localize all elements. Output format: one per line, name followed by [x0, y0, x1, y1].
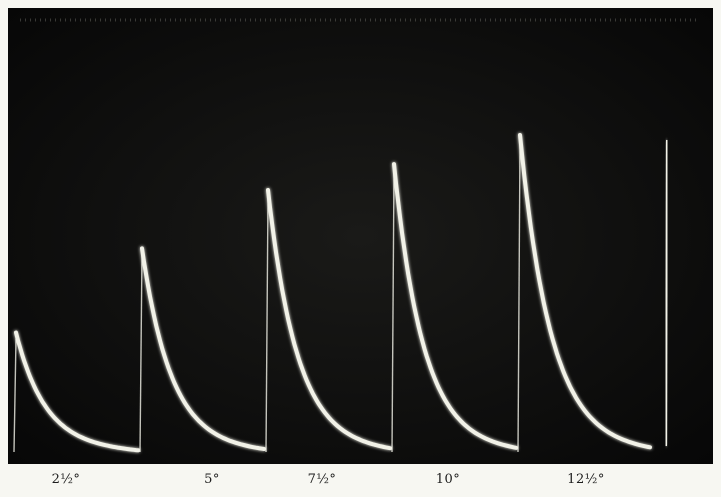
trace-rise-1 — [13, 338, 17, 453]
trace-decay-5 — [518, 133, 652, 450]
trace-group — [13, 133, 668, 453]
trace-rise-3 — [265, 196, 269, 453]
trace-decay-2 — [140, 246, 266, 451]
plate-background — [8, 8, 713, 464]
final-vertical-line — [665, 139, 668, 447]
caption-2: 5° — [204, 472, 220, 487]
trace-decay-4 — [392, 162, 518, 450]
trace-rise-2 — [139, 254, 143, 453]
trace-decay-3 — [266, 188, 392, 451]
trace-decay-1 — [14, 330, 140, 453]
trace-rise-4 — [391, 170, 395, 453]
trace-rise-5 — [517, 140, 521, 453]
caption-1: 2½° — [51, 472, 81, 487]
caption-3: 7½° — [307, 472, 337, 487]
caption-5: 12½° — [567, 472, 605, 487]
caption-4: 10° — [435, 472, 461, 487]
